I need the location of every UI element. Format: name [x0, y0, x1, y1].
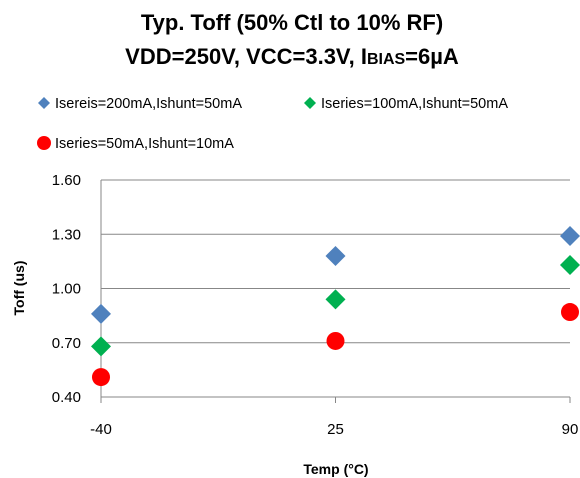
- y-tick-label: 0.40: [52, 389, 81, 406]
- axes: 0.40 0.70 1.00 1.30 1.60 -40 25 90: [52, 172, 579, 438]
- legend-marker: [304, 97, 316, 109]
- y-axis-title: Toff (us): [11, 261, 27, 316]
- chart-title-line-2-prefix: VDD=250V, VCC=3.3V, I: [125, 44, 367, 69]
- chart-title-line-2: VDD=250V, VCC=3.3V, IBIAS=6µA: [125, 44, 459, 69]
- chart-title-line-2-subscript: BIAS: [367, 51, 406, 68]
- y-tick-label: 1.00: [52, 281, 81, 298]
- legend-label: Iseries=50mA,Ishunt=10mA: [55, 136, 234, 152]
- x-tick-label: 25: [327, 421, 344, 438]
- chart-title-line-1: Typ. Toff (50% Ctl to 10% RF): [141, 10, 443, 35]
- data-point: [91, 336, 111, 357]
- x-axis-title: Temp (°C): [303, 461, 368, 477]
- gridlines: [101, 179, 570, 398]
- data-point: [325, 245, 346, 266]
- x-tick-label: 90: [562, 421, 579, 438]
- y-tick-label: 0.70: [52, 335, 81, 352]
- data-point: [91, 303, 111, 324]
- data-marks: [91, 226, 580, 387]
- legend-item: Iseries=100mA,Ishunt=50mA: [304, 96, 508, 112]
- data-point: [92, 368, 110, 387]
- chart-title-line-2-suffix: =6µA: [405, 44, 459, 69]
- legend-item: Isereis=200mA,Ishunt=50mA: [38, 96, 242, 112]
- legend-label: Isereis=200mA,Ishunt=50mA: [55, 96, 242, 112]
- data-point: [326, 331, 345, 350]
- legend-item: Iseries=50mA,Ishunt=10mA: [37, 136, 234, 152]
- y-tick-label: 1.60: [52, 172, 81, 189]
- data-point: [325, 289, 346, 310]
- legend-marker: [37, 136, 51, 150]
- data-point: [561, 303, 579, 322]
- series-3: [92, 303, 579, 387]
- y-tick-label: 1.30: [52, 226, 81, 243]
- data-point: [560, 226, 580, 247]
- series-1: [91, 226, 580, 324]
- legend-label: Iseries=100mA,Ishunt=50mA: [321, 96, 508, 112]
- data-point: [560, 254, 580, 275]
- legend: Isereis=200mA,Ishunt=50mA Iseries=100mA,I…: [37, 96, 508, 152]
- legend-marker: [38, 97, 50, 109]
- series-2: [91, 254, 580, 357]
- x-tick-label: -40: [90, 421, 112, 438]
